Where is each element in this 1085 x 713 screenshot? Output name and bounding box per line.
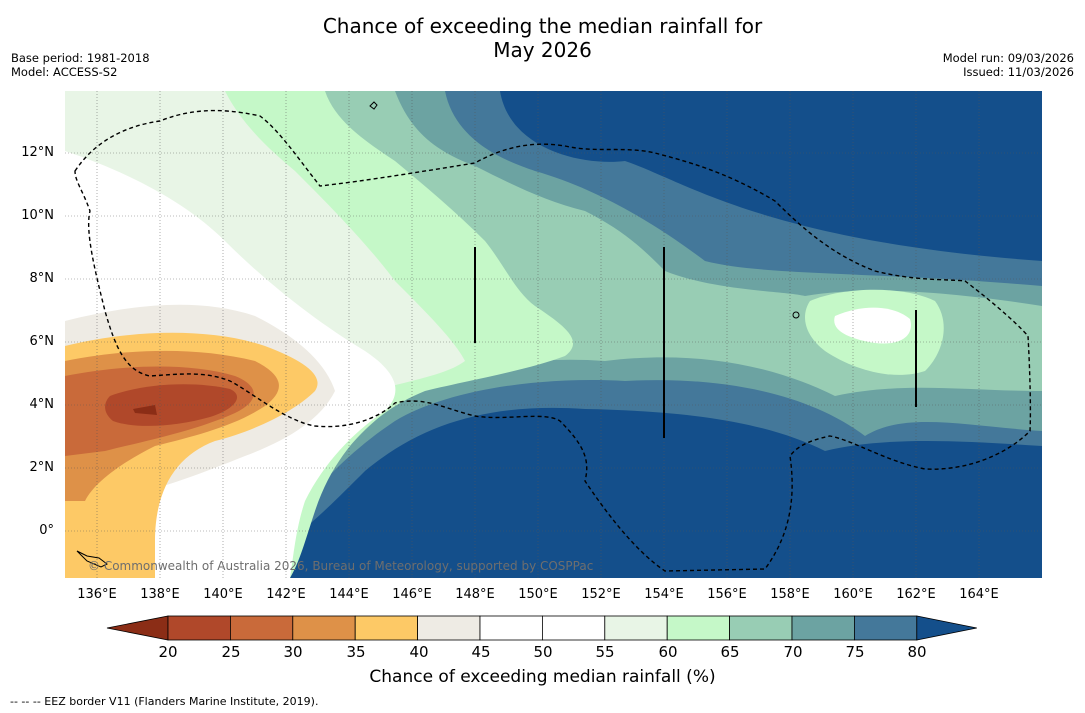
east-anomaly-white (834, 307, 911, 344)
x-tick-label: 150°E (518, 587, 558, 602)
y-tick-label: 10°N (21, 208, 54, 223)
colorbar-tick: 75 (845, 643, 865, 661)
footnote: -- -- -- EEZ border V11 (Flanders Marine… (10, 695, 319, 708)
colorbar-cell (729, 615, 793, 641)
colorbar-cell (854, 615, 918, 641)
model-run-date: Model run: 09/03/2026 (942, 51, 1074, 65)
eez-border (74, 109, 1032, 572)
colorbar-tick: 50 (533, 643, 553, 661)
y-tick-label: 0° (39, 523, 54, 538)
y-tick-label: 2°N (29, 460, 55, 475)
x-tick-label: 136°E (77, 587, 117, 602)
colorbar-tick: 25 (221, 643, 241, 661)
x-tick-label: 152°E (581, 587, 621, 602)
base-period: Base period: 1981-2018 (11, 51, 150, 65)
band-below-20 (133, 405, 157, 415)
colorbar-cell (230, 615, 294, 641)
colorbar-extend-high (916, 615, 977, 641)
title-line-1: Chance of exceeding the median rainfall … (322, 14, 763, 38)
meta-right: Model run: 09/03/2026 Issued: 11/03/2026 (943, 51, 1074, 79)
colorbar-tick: 80 (907, 643, 927, 661)
map-title: Chance of exceeding the median rainfall … (0, 14, 1085, 62)
band-20-25 (105, 384, 238, 426)
colorbar-cell (417, 615, 481, 641)
title-line-2: May 2026 (493, 38, 592, 62)
colorbar-title: Chance of exceeding median rainfall (%) (369, 667, 716, 687)
y-tick-label: 6°N (29, 334, 55, 349)
colorbar-tick: 55 (595, 643, 615, 661)
colorbar-cell (479, 615, 543, 641)
colorbar-tick: 60 (658, 643, 678, 661)
region-markers (474, 247, 917, 438)
copyright-text: © Commonwealth of Australia 2026, Bureau… (88, 559, 593, 573)
colorbar-tick: 65 (720, 643, 740, 661)
meta-left: Base period: 1981-2018 Model: ACCESS-S2 (11, 51, 150, 79)
colorbar-tick: 20 (158, 643, 178, 661)
colorbar-tick: 35 (346, 643, 366, 661)
colorbar-cell (666, 615, 731, 641)
x-tick-label: 158°E (770, 587, 810, 602)
colorbar-tick: 40 (409, 643, 429, 661)
x-tick-label: 144°E (329, 587, 369, 602)
colorbar-extend-low (106, 615, 169, 641)
x-tick-label: 164°E (959, 587, 999, 602)
colorbar-tick: 45 (471, 643, 491, 661)
x-tick-label: 146°E (392, 587, 432, 602)
x-tick-label: 156°E (707, 587, 747, 602)
x-tick-label: 138°E (140, 587, 180, 602)
colorbar-tick: 30 (283, 643, 303, 661)
x-tick-label: 154°E (644, 587, 684, 602)
islands (76, 101, 800, 568)
colorbar-tick: 70 (783, 643, 803, 661)
issued-date: Issued: 11/03/2026 (963, 65, 1074, 79)
colorbar-cells (106, 615, 977, 641)
colorbar-cell (292, 615, 356, 641)
x-tick-label: 162°E (896, 587, 936, 602)
y-tick-label: 12°N (21, 145, 54, 160)
colorbar-cell (604, 615, 668, 641)
y-tick-label: 8°N (29, 271, 55, 286)
x-tick-label: 140°E (203, 587, 243, 602)
colorbar-cell (791, 615, 855, 641)
x-tick-label: 160°E (833, 587, 873, 602)
model-name: Model: ACCESS-S2 (11, 65, 118, 79)
x-tick-label: 148°E (455, 587, 495, 602)
gridlines (65, 91, 1042, 578)
x-tick-label: 142°E (266, 587, 306, 602)
colorbar-cell (541, 615, 606, 641)
y-tick-label: 4°N (29, 397, 55, 412)
rainfall-map: © Commonwealth of Australia 2026, Bureau… (65, 91, 1042, 578)
colorbar-cell (354, 615, 418, 641)
colorbar-cell (167, 615, 231, 641)
colorbar (106, 615, 977, 641)
